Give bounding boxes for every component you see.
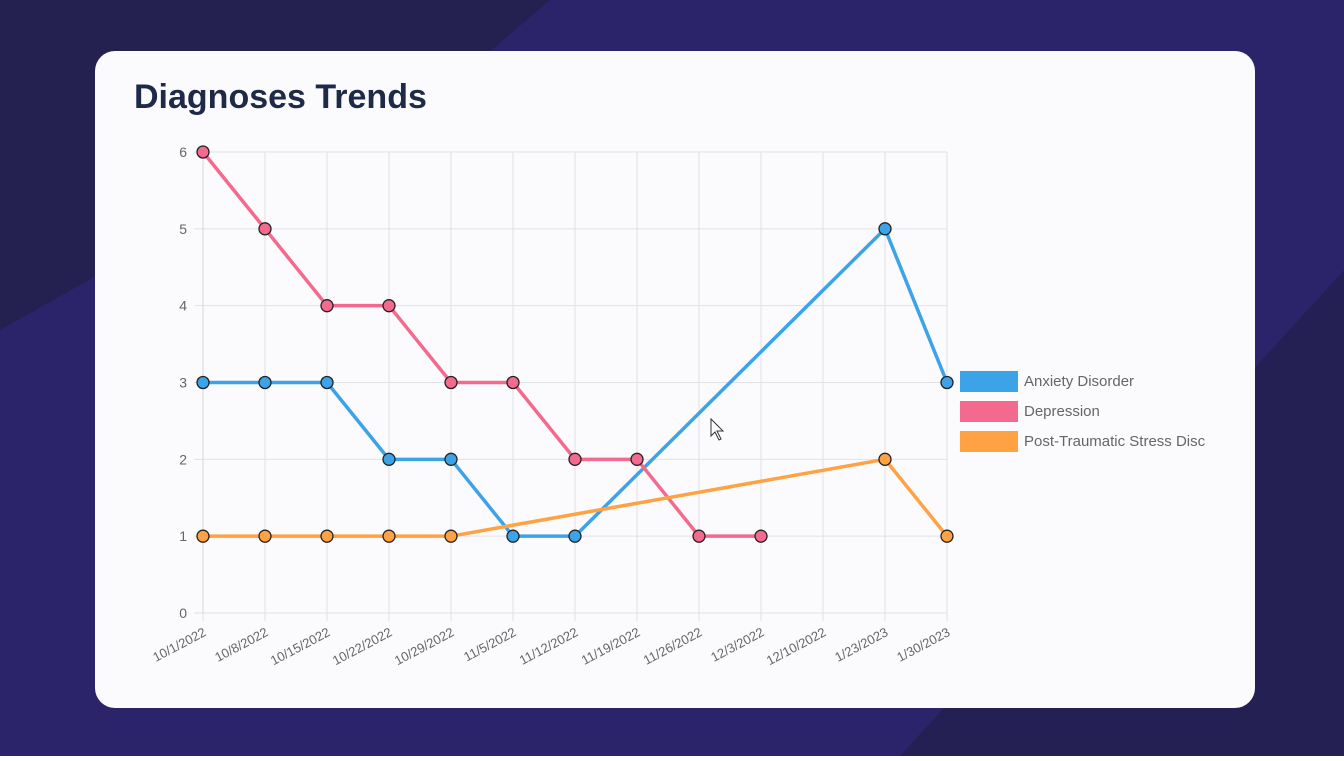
y-tick-label: 0 [179,605,187,621]
y-tick-label: 1 [179,528,187,544]
legend-swatch [960,431,1018,452]
cursor [710,417,725,441]
point [320,529,334,543]
point [940,375,954,390]
point [754,529,768,543]
gap-bridge [573,227,887,538]
point [382,529,396,543]
card [95,51,1255,708]
y-tick-label: 3 [179,375,187,391]
y-tick-label: 6 [179,144,187,160]
point [382,299,396,313]
point [692,529,706,543]
chart-title: Diagnoses Trends [134,78,427,116]
point [568,452,582,466]
point [320,299,334,313]
point [196,375,210,390]
point [258,222,272,236]
point [444,375,458,390]
gap-bridge [450,457,886,538]
point [878,222,892,236]
y-tick-label: 4 [179,298,187,314]
point [320,375,334,390]
point [630,452,644,466]
legend-label: Depression [1024,403,1100,420]
point [878,452,892,466]
point [258,529,272,543]
legend-swatch [960,401,1018,422]
y-tick-label: 2 [179,451,187,467]
point [940,529,954,543]
point [382,452,396,466]
point [444,529,458,543]
y-tick-label: 5 [179,221,187,237]
line [883,458,949,538]
point [568,529,582,543]
point [196,145,210,159]
point [196,529,210,543]
legend-label: Anxiety Disorder [1024,373,1134,390]
point [506,529,520,543]
point [444,452,458,466]
line [883,228,949,384]
legend-label: Post-Traumatic Stress Disc [1024,433,1206,450]
legend-swatch [960,371,1018,392]
point [258,375,272,390]
point [506,375,520,390]
